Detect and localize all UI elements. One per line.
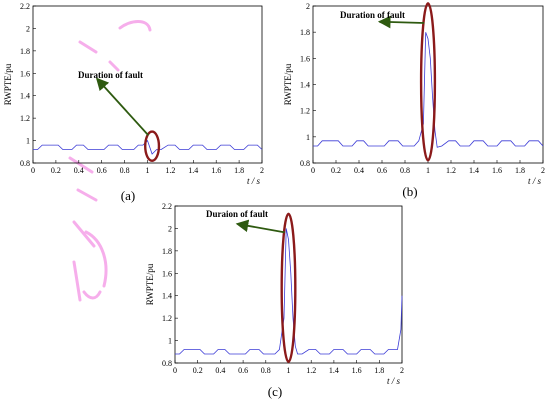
- x-tick-label: 0.8: [261, 366, 271, 375]
- x-tick-label: 1.6: [211, 166, 221, 175]
- panel-label: (c): [268, 384, 282, 399]
- y-tick-label: 0.8: [162, 359, 172, 368]
- y-tick-label: 1.6: [300, 54, 310, 63]
- x-tick-label: 1.4: [469, 166, 479, 175]
- annotation-arrow: [235, 219, 285, 234]
- fault-ellipse: [144, 130, 161, 162]
- x-tick-label: 0.4: [215, 366, 225, 375]
- y-tick-label: 1.4: [300, 81, 310, 90]
- fault-ellipse: [419, 2, 437, 162]
- x-axis-label: t / s: [247, 176, 261, 186]
- x-tick-label: 0.6: [97, 166, 107, 175]
- x-tick-label: 1.2: [306, 366, 316, 375]
- x-tick-label: 2: [541, 166, 545, 175]
- plot-frame: [174, 205, 403, 364]
- y-tick-label: 2.2: [20, 2, 30, 11]
- x-tick-label: 1.8: [234, 166, 244, 175]
- y-tick-label: 1.2: [20, 114, 30, 123]
- series-line-1: [313, 32, 544, 148]
- x-tick-label: 1.8: [515, 166, 525, 175]
- annotation-label: Duraion of fault: [206, 209, 268, 219]
- y-axis-label: RWPTE/pu: [3, 63, 13, 105]
- y-tick-label: 1.6: [162, 269, 172, 278]
- x-tick-label: 0.8: [120, 166, 130, 175]
- panel-label: (b): [402, 184, 417, 199]
- x-tick-label: 1.4: [188, 166, 198, 175]
- y-tick-label: 2.2: [162, 202, 172, 211]
- y-tick-label: 2: [306, 2, 310, 11]
- y-tick-label: 0.8: [300, 159, 310, 168]
- y-tick-label: 1.2: [162, 314, 172, 323]
- y-tick-label: 0.8: [20, 159, 30, 168]
- x-tick-label: 1: [287, 366, 291, 375]
- y-tick-label: 1: [168, 337, 172, 346]
- x-tick-label: 1: [146, 166, 150, 175]
- x-tick-label: 0.6: [377, 166, 387, 175]
- y-tick-label: 1.8: [162, 247, 172, 256]
- chart-panel-2: 0 0.2 0.4 0.6 0.8 1 1.2 1.4 1.6 1.8 2 0.8 1 1.2 1.4 1.6…: [283, 2, 545, 199]
- x-tick-label: 1.6: [492, 166, 502, 175]
- x-tick-label: 1.6: [352, 366, 362, 375]
- y-tick-label: 2: [168, 224, 172, 233]
- y-tick-label: 1: [26, 137, 30, 146]
- x-tick-label: 0.4: [74, 166, 84, 175]
- x-tick-label: 0: [31, 166, 35, 175]
- x-tick-label: 0.2: [331, 166, 341, 175]
- series-line-1: [33, 139, 263, 155]
- y-tick-label: 1.4: [20, 92, 30, 101]
- x-tick-label: 0.6: [238, 366, 248, 375]
- plot-frame: [312, 5, 544, 164]
- annotation-arrow: [95, 77, 149, 136]
- x-tick-label: 0.4: [354, 166, 364, 175]
- x-axis-label: t / s: [387, 376, 401, 386]
- x-tick-label: 0.2: [51, 166, 61, 175]
- y-tick-label: 2: [26, 24, 30, 33]
- x-axis-label: t / s: [528, 176, 542, 186]
- x-tick-label: 0.2: [193, 366, 203, 375]
- series-line-1: [175, 228, 403, 355]
- y-tick-label: 1.8: [20, 47, 30, 56]
- annotation-label: Duration of fault: [78, 70, 143, 80]
- x-tick-label: 1.2: [165, 166, 175, 175]
- y-tick-label: 1.2: [300, 107, 310, 116]
- panel-label: (a): [121, 188, 135, 203]
- y-axis-label: RWPTE/pu: [145, 263, 155, 305]
- x-tick-label: 1: [426, 166, 430, 175]
- chart-panel-3: 0 0.2 0.4 0.6 0.8 1 1.2 1.4 1.6 1.8 2 0.8 1 1.2 1.4 1.6…: [145, 202, 404, 399]
- x-tick-label: 2: [400, 366, 404, 375]
- chart-panel-1: 0 0.2 0.4 0.6 0.8 1 1.2 1.4 1.6 1.8 2 0.8 1 1.2 1.4 1.6…: [3, 2, 264, 203]
- x-tick-label: 2: [260, 166, 264, 175]
- y-tick-label: 1.6: [20, 69, 30, 78]
- fault-ellipse: [280, 212, 297, 364]
- x-tick-label: 1.2: [446, 166, 456, 175]
- x-tick-label: 1.8: [374, 366, 384, 375]
- x-tick-label: 0.8: [400, 166, 410, 175]
- x-tick-label: 0: [173, 366, 177, 375]
- x-tick-label: 1.4: [329, 366, 339, 375]
- plot-frame: [32, 5, 263, 164]
- y-tick-label: 1.8: [300, 28, 310, 37]
- y-tick-label: 1: [306, 133, 310, 142]
- x-tick-label: 0: [311, 166, 315, 175]
- y-tick-label: 1.4: [162, 292, 172, 301]
- annotation-label: Duration of fault: [340, 10, 405, 20]
- y-axis-label: RWPTE/pu: [283, 63, 293, 105]
- annotation-arrow: [377, 15, 425, 29]
- decorative-artifacts: [68, 20, 152, 302]
